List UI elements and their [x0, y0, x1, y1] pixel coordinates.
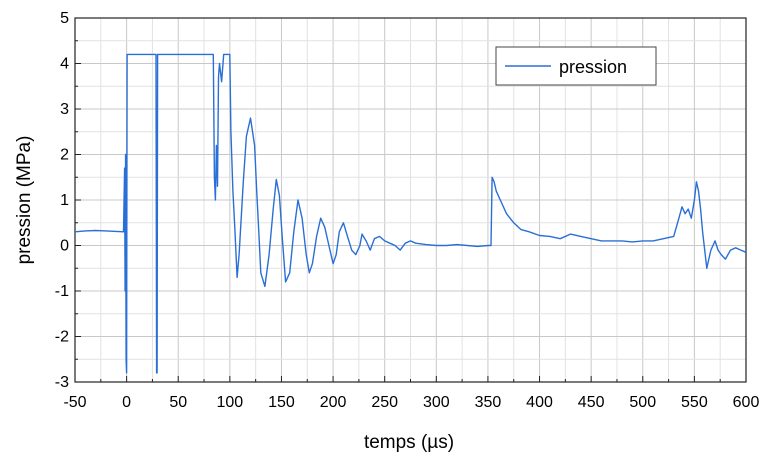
x-tick-label: 200	[320, 394, 347, 411]
y-tick-labels: -3 -2 -1 0 1 2 3 4 5	[55, 10, 69, 391]
x-tick-labels: -50 0 50 100 150 200 250 300 350 400 450 500 550 600	[63, 394, 759, 411]
y-tick-label: -3	[55, 374, 69, 391]
y-tick-label: 0	[60, 238, 69, 255]
x-tick-label: 500	[629, 394, 656, 411]
gridlines	[74, 17, 747, 383]
series-lines	[74, 53, 747, 374]
x-tick-label: 150	[268, 394, 295, 411]
y-tick-label: 5	[60, 10, 69, 27]
x-axis-title: temps (µs)	[364, 432, 454, 453]
legend: pression	[495, 46, 657, 86]
y-tick-label: -2	[55, 329, 69, 346]
x-tick-label: 250	[371, 394, 398, 411]
x-tick-label: 0	[122, 394, 131, 411]
x-tick-label: 350	[475, 394, 502, 411]
y-tick-label: 1	[60, 192, 69, 209]
x-tick-label: 300	[423, 394, 450, 411]
y-tick-label: 3	[60, 101, 69, 118]
y-tick-label: 4	[60, 56, 69, 73]
y-tick-label: 2	[60, 147, 69, 164]
x-tick-label: 450	[578, 394, 605, 411]
y-tick-label: -1	[55, 283, 69, 300]
x-tick-label: 550	[681, 394, 708, 411]
x-tick-label: -50	[63, 394, 86, 411]
x-tick-label: 600	[733, 394, 760, 411]
legend-label-pression: pression	[559, 57, 627, 77]
y-axis-title: pression (MPa)	[14, 136, 35, 265]
series-line-pression	[74, 53, 747, 374]
x-tick-label: 400	[526, 394, 553, 411]
x-tick-label: 100	[216, 394, 243, 411]
x-tick-label: 50	[169, 394, 187, 411]
axis-ticks	[74, 17, 747, 383]
